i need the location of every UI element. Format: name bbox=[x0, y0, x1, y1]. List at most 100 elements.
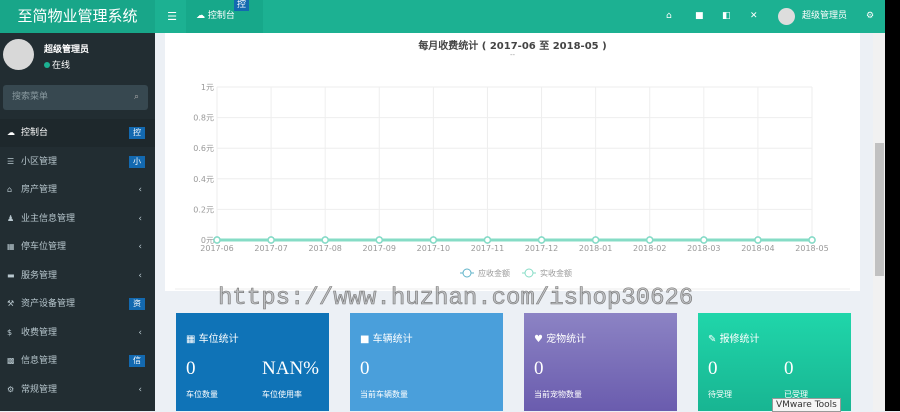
sidebar-badge: 小 bbox=[129, 155, 145, 168]
sidebar-username: 超级管理员 bbox=[44, 45, 90, 55]
sidebar-item[interactable]: ▬ 服务管理 ‹ bbox=[0, 262, 155, 290]
home-icon[interactable]: ⌂ bbox=[666, 11, 672, 21]
card-title: 宠物统计 bbox=[546, 334, 587, 345]
header-avatar[interactable] bbox=[778, 8, 795, 25]
sidebar-item-label: 信息管理 bbox=[21, 356, 58, 366]
x-tick-label: 2017-07 bbox=[254, 244, 287, 253]
data-point bbox=[537, 236, 546, 244]
sidebar-item[interactable]: ⌂ 房产管理 ‹ bbox=[0, 176, 155, 204]
data-point bbox=[213, 236, 221, 244]
sidebar-item-label: 常规管理 bbox=[21, 384, 58, 395]
sidebar-badge: 资 bbox=[129, 298, 145, 310]
gavel-icon: ⚒ bbox=[7, 299, 15, 308]
stat-value: 0 bbox=[186, 358, 196, 379]
tab-label: 控制台 bbox=[207, 11, 235, 21]
legend-label: 实收金额 bbox=[540, 268, 572, 278]
data-point bbox=[700, 236, 708, 244]
chevron-left-icon: ‹ bbox=[138, 185, 142, 195]
sidebar-item-label: 服务管理 bbox=[21, 270, 58, 281]
dollar-icon: $ bbox=[7, 327, 13, 337]
chevron-left-icon: ‹ bbox=[138, 270, 142, 281]
data-point bbox=[591, 236, 600, 244]
search-icon: ⌕ bbox=[133, 92, 139, 102]
chevron-left-icon: ‹ bbox=[138, 242, 142, 252]
header-username[interactable]: 超级管理员 bbox=[802, 11, 848, 21]
chart-subtitle: -- bbox=[509, 51, 516, 59]
sidebar-item[interactable]: ▩ 信息管理 信 bbox=[0, 347, 155, 375]
y-tick-label: 0元 bbox=[201, 236, 214, 245]
chevron-left-icon: ‹ bbox=[138, 327, 142, 338]
user-icon: ♟ bbox=[7, 213, 15, 223]
film-icon: ▦ bbox=[7, 242, 15, 251]
tab-dashboard[interactable]: ☁ 控制台 bbox=[186, 0, 263, 33]
home-icon: ⌂ bbox=[7, 185, 13, 194]
sidebar-item[interactable]: ♟ 业主信息管理 ‹ bbox=[0, 205, 155, 233]
sidebar-item[interactable]: ▦ 停车位管理 ‹ bbox=[0, 233, 155, 261]
tab-badge: 控 bbox=[234, 0, 250, 11]
sidebar-item[interactable]: ☁ 控制台 控 bbox=[0, 119, 155, 147]
sidebar-item[interactable]: $ 收费管理 ‹ bbox=[0, 319, 155, 347]
x-tick-label: 2018-01 bbox=[579, 244, 612, 253]
y-tick-label: 0.6元 bbox=[193, 144, 214, 153]
card-title: 车位统计 bbox=[198, 334, 239, 345]
legend-label: 应收金额 bbox=[478, 268, 510, 278]
sidebar-item[interactable]: ⚒ 资产设备管理 资 bbox=[0, 290, 155, 318]
stat-card: ✎ 报修统计 0 待受理 0 已受理 bbox=[698, 313, 851, 411]
heart-icon: ♥ bbox=[534, 334, 547, 345]
sidebar-item-label: 业主信息管理 bbox=[21, 213, 76, 224]
stat-label: 车位数量 bbox=[186, 390, 218, 399]
online-status: 在线 bbox=[44, 58, 70, 71]
card-title: 报修统计 bbox=[719, 334, 760, 345]
legend-marker bbox=[524, 268, 534, 278]
stat-value: 0 bbox=[784, 358, 794, 379]
keyboard-icon: ▬ bbox=[7, 270, 15, 280]
x-tick-label: 2018-05 bbox=[795, 244, 828, 253]
stat-label: 车位使用率 bbox=[262, 390, 302, 399]
sidebar-badge: 控 bbox=[129, 127, 145, 139]
sidebar: 超级管理员 在线 搜索菜单 ⌕ ☁ 控制台 控 ☰ 小区管理 小 ⌂ 房产管理 ‹ ♟ 业主信息管理 ‹… bbox=[0, 33, 155, 411]
scrollbar-thumb[interactable] bbox=[875, 143, 884, 276]
fullscreen-icon[interactable]: ✕ bbox=[750, 11, 758, 21]
sidebar-item[interactable]: ☰ 小区管理 小 bbox=[0, 148, 155, 176]
chevron-left-icon: ‹ bbox=[138, 213, 142, 224]
app-title: 至简物业管理系统 bbox=[0, 0, 155, 33]
sidebar-badge: 信 bbox=[129, 355, 145, 367]
x-tick-label: 2017-09 bbox=[363, 244, 396, 253]
x-tick-label: 2017-12 bbox=[525, 244, 558, 253]
stat-value: 0 bbox=[708, 358, 718, 379]
scrollbar[interactable] bbox=[873, 33, 885, 411]
data-point bbox=[375, 236, 384, 244]
y-tick-label: 0.8元 bbox=[193, 114, 214, 123]
screen-edge bbox=[885, 0, 900, 411]
stat-label: 当前车辆数量 bbox=[360, 390, 408, 399]
fee-line-chart: 0元 0.2元 0.4元 0.6元 0.8元 1元 2017-06 2017-07 2017-0… bbox=[175, 83, 850, 290]
dashboard-icon: ☁ bbox=[7, 128, 15, 137]
sidebar-item[interactable]: ⚙ 常规管理 ‹ bbox=[0, 376, 155, 404]
sidebar-item-label: 小区管理 bbox=[21, 156, 58, 167]
dashboard-icon: ☁ bbox=[196, 11, 208, 21]
chart-panel: 每月收费统计 ( 2017-06 至 2018-05 ) -- 0元 0.2元 0.… bbox=[165, 33, 860, 291]
clear-cache-icon[interactable]: ◧ bbox=[722, 11, 731, 21]
trash-icon[interactable]: ■ bbox=[695, 11, 704, 21]
data-point bbox=[321, 236, 329, 244]
y-tick-label: 0.2元 bbox=[193, 205, 214, 214]
stat-card: ■ 车辆统计 0 当前车辆数量 bbox=[350, 313, 503, 411]
film-icon: ▦ bbox=[186, 334, 199, 345]
stat-card: ▦ 车位统计 0 车位数量 NAN% 车位使用率 bbox=[176, 313, 329, 411]
menu-search-input[interactable]: 搜索菜单 ⌕ bbox=[3, 85, 148, 110]
list-icon: ☰ bbox=[7, 156, 15, 166]
sidebar-item-label: 停车位管理 bbox=[21, 242, 67, 252]
stat-card: ♥ 宠物统计 0 当前宠物数量 bbox=[524, 313, 677, 411]
card-title: 车辆统计 bbox=[372, 334, 413, 345]
legend-marker bbox=[462, 268, 472, 278]
x-tick-label: 2018-02 bbox=[633, 244, 666, 253]
gift-icon: ▩ bbox=[7, 356, 15, 365]
wrench-icon: ✎ bbox=[708, 334, 720, 345]
data-point bbox=[483, 236, 492, 244]
chevron-left-icon: ‹ bbox=[138, 384, 142, 395]
menu-toggle-icon[interactable]: ☰ bbox=[167, 10, 177, 23]
settings-icon[interactable]: ⚙ bbox=[866, 11, 875, 21]
sidebar-item-label: 收费管理 bbox=[21, 327, 58, 338]
data-point bbox=[754, 236, 762, 244]
data-point bbox=[645, 236, 654, 244]
